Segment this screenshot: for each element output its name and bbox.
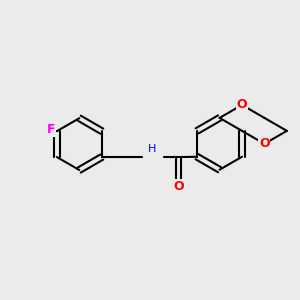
Text: O: O [173,180,184,193]
Text: F: F [47,123,56,136]
Text: H: H [148,144,157,154]
Text: O: O [237,98,247,111]
Text: O: O [259,137,270,150]
Text: N: N [147,149,157,162]
